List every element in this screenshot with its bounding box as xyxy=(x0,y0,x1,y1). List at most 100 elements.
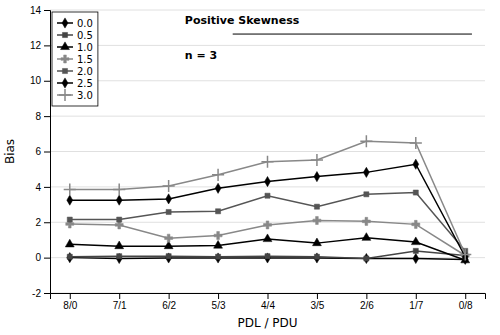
series-marker xyxy=(311,154,323,166)
legend-label: 3.0 xyxy=(77,90,93,101)
series-marker xyxy=(314,172,320,182)
series xyxy=(67,253,468,265)
series xyxy=(67,248,468,261)
y-tick-mark xyxy=(44,187,50,188)
x-tick-mark xyxy=(119,293,120,299)
annotations: Positive Skewness n = 3 xyxy=(185,14,472,62)
y-tick-label: 2 xyxy=(35,217,41,228)
x-tick-label: 4/4 xyxy=(261,300,275,311)
y-tick-label: 4 xyxy=(35,182,41,193)
x-tick-mark xyxy=(268,293,269,299)
annotation-rule xyxy=(233,34,472,35)
series-marker xyxy=(265,253,271,263)
series-marker xyxy=(363,253,369,263)
x-tick-label: 6/2 xyxy=(162,300,176,311)
series xyxy=(64,135,472,260)
series-group xyxy=(64,135,472,264)
y-tick: 2 xyxy=(35,217,50,228)
plot: 8/07/16/25/34/43/52/61/70/8-202468101214… xyxy=(30,5,486,311)
legend-marker xyxy=(61,55,69,63)
grid-line xyxy=(50,10,485,11)
annotation: Positive Skewness xyxy=(185,14,300,27)
y-tick-mark xyxy=(44,45,50,46)
x-tick-label: 7/1 xyxy=(113,300,127,311)
x-tick: 4/4 xyxy=(261,293,275,311)
y-axis: -202468101214 xyxy=(30,5,51,299)
y-tick-label: 14 xyxy=(30,5,42,16)
series-marker xyxy=(313,238,322,246)
grid-line xyxy=(50,116,485,117)
series xyxy=(66,216,470,259)
series-marker xyxy=(65,239,74,247)
series-marker xyxy=(360,135,372,147)
y-tick-label: 0 xyxy=(35,252,41,263)
y-tick: 6 xyxy=(35,146,50,157)
series-marker xyxy=(216,254,221,259)
legend-marker xyxy=(62,32,67,37)
legend-marker xyxy=(62,78,68,88)
x-tick-label: 2/6 xyxy=(360,300,374,311)
legend-item: 0.5 xyxy=(57,30,93,41)
series-marker xyxy=(117,217,122,222)
y-axis-title: Bias xyxy=(3,139,17,164)
x-tick: 7/1 xyxy=(113,293,127,311)
y-tick: 4 xyxy=(35,182,50,193)
y-tick-label: 6 xyxy=(35,146,41,157)
series-line xyxy=(70,193,465,251)
y-tick-label: 12 xyxy=(30,40,42,51)
legend-label: 0.0 xyxy=(77,18,93,29)
legend-label: 1.0 xyxy=(77,42,93,53)
series-marker xyxy=(261,156,273,168)
series-marker xyxy=(212,169,224,181)
series-marker xyxy=(313,216,321,224)
y-tick-mark xyxy=(44,116,50,117)
series-marker xyxy=(363,167,369,177)
x-tick-mark xyxy=(416,293,417,299)
series-line xyxy=(70,164,465,257)
annotation: n = 3 xyxy=(185,49,217,62)
series-marker xyxy=(265,176,271,186)
series-marker xyxy=(314,253,320,263)
legend-label: 2.5 xyxy=(77,78,93,89)
series-marker xyxy=(265,254,270,259)
legend-label: 2.0 xyxy=(77,66,93,77)
series-marker xyxy=(117,254,122,259)
series-marker xyxy=(413,159,419,169)
x-axis-title: PDL / PDU xyxy=(237,316,297,330)
y-tick-label: 8 xyxy=(35,111,41,122)
y-tick-mark xyxy=(44,258,50,259)
legend-item: 1.0 xyxy=(57,42,93,53)
y-tick-mark xyxy=(44,81,50,82)
x-tick-mark xyxy=(70,293,71,299)
series-line xyxy=(70,220,465,255)
x-tick: 5/3 xyxy=(212,293,226,311)
series-marker xyxy=(67,253,73,263)
legend-marker xyxy=(62,18,68,28)
x-tick-label: 5/3 xyxy=(212,300,226,311)
legend-frame xyxy=(52,12,98,106)
x-axis-line xyxy=(51,294,486,300)
series-marker xyxy=(214,231,222,239)
series-marker xyxy=(364,256,369,261)
x-tick: 3/5 xyxy=(310,293,324,311)
series-marker xyxy=(314,204,319,209)
series-marker xyxy=(67,195,73,205)
legend-item: 3.0 xyxy=(57,89,93,101)
x-tick-mark xyxy=(218,293,219,299)
series-marker xyxy=(265,193,270,198)
legend-item: 0.0 xyxy=(57,18,93,29)
legend-label: 1.5 xyxy=(77,54,93,65)
legend-item: 1.5 xyxy=(57,54,93,65)
legend-item: 2.0 xyxy=(57,66,93,77)
series-line xyxy=(70,251,465,259)
x-tick: 0/8 xyxy=(459,293,473,311)
x-tick-label: 1/7 xyxy=(409,300,423,311)
series-marker xyxy=(459,248,471,260)
legend-marker xyxy=(59,89,71,101)
y-tick-mark xyxy=(44,222,50,223)
series-marker xyxy=(215,253,221,263)
x-tick-mark xyxy=(169,293,170,299)
chart: 8/07/16/25/34/43/52/61/70/8-202468101214… xyxy=(0,0,500,335)
y-tick-mark xyxy=(44,293,50,294)
grid xyxy=(50,10,485,293)
